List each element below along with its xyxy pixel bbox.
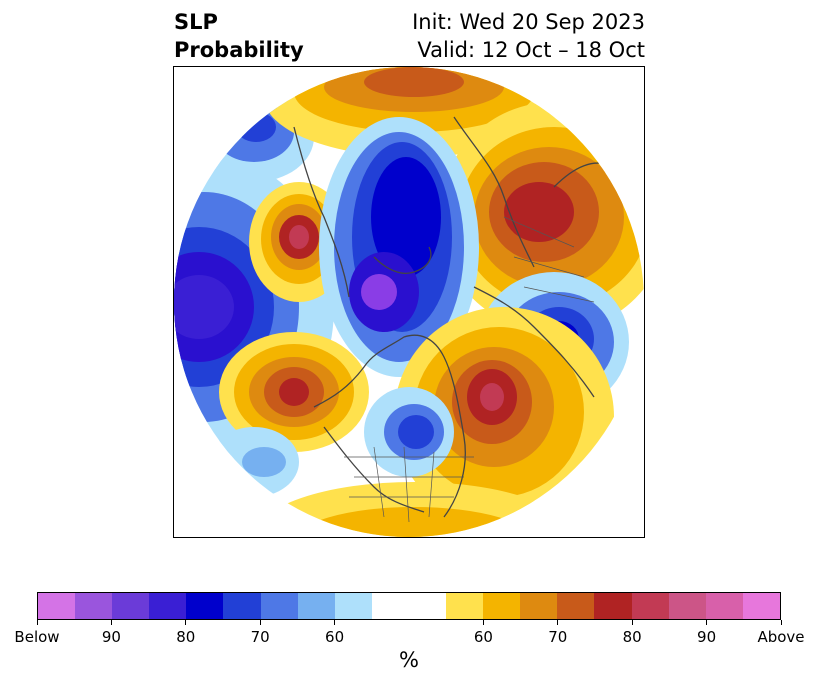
polar-map xyxy=(173,66,645,538)
colorbar-cell xyxy=(557,593,595,619)
colorbar-cell xyxy=(223,593,261,619)
colorbar-cell xyxy=(705,593,743,619)
colorbar-tick-mark xyxy=(110,620,112,625)
colorbar-cell xyxy=(112,593,150,619)
colorbar-tick-label: Above xyxy=(757,628,805,646)
colorbar-label: % xyxy=(399,648,419,672)
anomaly-north-america-negative xyxy=(364,387,454,477)
colorbar-tick-mark xyxy=(259,620,261,625)
colorbar-tick-mark xyxy=(482,620,484,625)
colorbar-cell xyxy=(446,593,484,619)
border-lines xyxy=(344,216,595,523)
colorbar-tick-label: 70 xyxy=(548,628,568,646)
title-line-1: SLP xyxy=(174,10,218,34)
colorbar-cell xyxy=(38,593,76,619)
colorbar-cell xyxy=(334,593,372,619)
valid-range: Valid: 12 Oct – 18 Oct xyxy=(417,38,645,62)
colorbar-tick-mark xyxy=(706,620,708,625)
colorbar-tick-mark xyxy=(631,620,633,625)
colorbar-tick-mark xyxy=(780,620,782,625)
anomaly-south-positive xyxy=(254,482,574,537)
anomaly-pacific-positive xyxy=(219,332,369,452)
colorbar-tick-label: 70 xyxy=(250,628,270,646)
anomaly-polar-negative xyxy=(319,117,479,377)
colorbar-cell xyxy=(408,593,447,619)
map-title: SLP Probability xyxy=(174,8,304,64)
probability-map-svg xyxy=(174,67,644,537)
colorbar-tick-label: 60 xyxy=(473,628,493,646)
colorbar-cell xyxy=(594,593,632,619)
colorbar-cell xyxy=(297,593,335,619)
colorbar-tick-label: 60 xyxy=(325,628,345,646)
colorbar-cell xyxy=(631,593,669,619)
init-date: Init: Wed 20 Sep 2023 xyxy=(412,10,645,34)
colorbar-cell xyxy=(186,593,224,619)
colorbar xyxy=(37,592,781,620)
colorbar-tick-label: Below xyxy=(14,628,60,646)
colorbar-cell xyxy=(483,593,521,619)
colorbar-tick-label: 90 xyxy=(697,628,717,646)
title-line-2: Probability xyxy=(174,38,304,62)
anomaly-southwest-negative xyxy=(209,427,299,497)
colorbar-tick-label: 80 xyxy=(622,628,642,646)
colorbar-tick-mark xyxy=(557,620,559,625)
colorbar-tick-mark xyxy=(334,620,336,625)
colorbar-cell xyxy=(149,593,187,619)
colorbar-tick-mark xyxy=(185,620,187,625)
colorbar-cell xyxy=(260,593,298,619)
colorbar-cell xyxy=(520,593,558,619)
colorbar-tick-label: 90 xyxy=(101,628,121,646)
colorbar-cell xyxy=(75,593,113,619)
colorbar-tick-mark xyxy=(36,620,38,625)
anomaly-atlantic-positive xyxy=(394,307,614,527)
date-info: Init: Wed 20 Sep 2023 Valid: 12 Oct – 18… xyxy=(412,8,645,64)
colorbar-tick-label: 80 xyxy=(176,628,196,646)
colorbar-cell xyxy=(668,593,706,619)
colorbar-cell xyxy=(742,593,780,619)
colorbar-cell xyxy=(371,593,409,619)
